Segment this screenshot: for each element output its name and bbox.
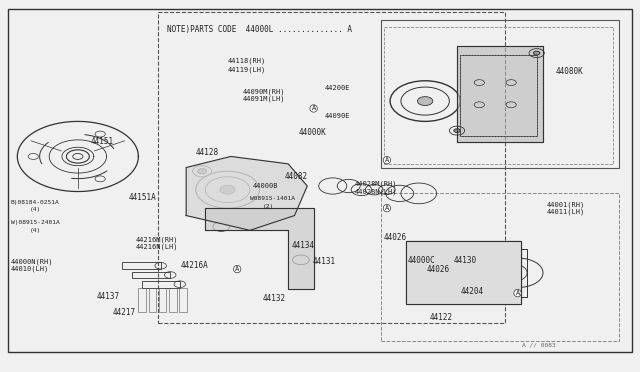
Circle shape [198, 169, 207, 174]
Text: 44082: 44082 [285, 172, 308, 181]
Circle shape [220, 185, 236, 194]
Text: 44080K: 44080K [556, 67, 584, 76]
Bar [179, 288, 187, 311]
Text: W)08915-2401A: W)08915-2401A [11, 221, 60, 225]
Bar [169, 288, 177, 311]
Bar [122, 262, 161, 269]
Text: (4): (4) [30, 228, 42, 233]
Bar [460, 55, 537, 136]
Text: 44137: 44137 [97, 292, 120, 301]
Text: B)08184-0251A: B)08184-0251A [11, 200, 60, 205]
Text: 44131: 44131 [312, 257, 335, 266]
Bar [406, 241, 521, 304]
Text: 44216A: 44216A [181, 261, 209, 270]
Text: A // 0083: A // 0083 [522, 343, 556, 347]
Circle shape [454, 129, 460, 132]
Text: 44000C: 44000C [408, 256, 436, 265]
Bar [381, 193, 620, 341]
Text: 44090M(RH): 44090M(RH) [243, 89, 285, 95]
Bar [159, 288, 166, 311]
Text: 44217: 44217 [113, 308, 136, 317]
Bar [148, 288, 156, 311]
Bar [132, 272, 170, 278]
Text: 44216M(RH): 44216M(RH) [135, 236, 178, 243]
Text: 44122: 44122 [429, 312, 452, 321]
Text: 44128: 44128 [196, 148, 219, 157]
Text: 44134: 44134 [291, 241, 314, 250]
Bar [138, 288, 146, 311]
Bar [141, 281, 180, 288]
Text: 44028M(RH): 44028M(RH) [355, 181, 397, 187]
Bar [381, 20, 620, 167]
Text: 44026: 44026 [427, 264, 450, 273]
Text: 44010(LH): 44010(LH) [11, 266, 49, 272]
Polygon shape [205, 208, 314, 289]
Bar [406, 241, 521, 304]
Bar [460, 55, 537, 136]
Text: 44151: 44151 [91, 137, 114, 146]
Text: 44026: 44026 [384, 233, 407, 242]
Text: (4): (4) [30, 208, 42, 212]
Text: 44000K: 44000K [299, 128, 326, 137]
Polygon shape [186, 157, 307, 230]
Text: 44028N(LH): 44028N(LH) [355, 188, 397, 195]
Text: A: A [515, 290, 520, 296]
Text: A: A [385, 205, 389, 211]
Text: 44204: 44204 [460, 287, 483, 296]
Text: 44118(RH): 44118(RH) [228, 57, 266, 64]
Text: 44001(RH): 44001(RH) [546, 201, 584, 208]
Text: A: A [385, 157, 389, 163]
Text: 44000N(RH): 44000N(RH) [11, 259, 54, 265]
Text: 44011(LH): 44011(LH) [546, 209, 584, 215]
Text: 44091M(LH): 44091M(LH) [243, 96, 285, 102]
Bar [508, 249, 527, 297]
Text: W08915-1401A: W08915-1401A [250, 196, 295, 201]
Bar [384, 27, 613, 164]
Text: NOTE)PARTS CODE  44000L .............. A: NOTE)PARTS CODE 44000L .............. A [167, 25, 352, 34]
Bar [406, 241, 521, 304]
Text: 44151A: 44151A [129, 193, 157, 202]
Text: A: A [235, 266, 239, 272]
Text: 44000B: 44000B [253, 183, 278, 189]
Bar [157, 13, 505, 323]
Text: 44216N(LH): 44216N(LH) [135, 244, 178, 250]
Text: 44130: 44130 [454, 256, 477, 265]
Text: 44132: 44132 [262, 294, 286, 303]
Text: 44119(LH): 44119(LH) [228, 67, 266, 73]
Circle shape [417, 97, 433, 106]
Text: 44090E: 44090E [325, 113, 351, 119]
Text: (2): (2) [262, 204, 274, 209]
Text: A: A [312, 106, 316, 112]
Polygon shape [457, 46, 543, 142]
Circle shape [534, 51, 540, 55]
Text: 44200E: 44200E [325, 85, 351, 91]
